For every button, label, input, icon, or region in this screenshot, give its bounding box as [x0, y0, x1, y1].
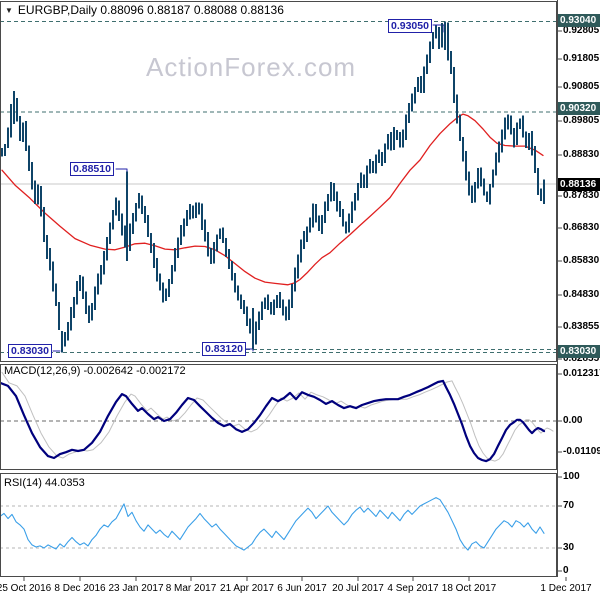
- date-axis-label: 4 Sep 2017: [387, 583, 439, 594]
- symbol-dropdown-icon[interactable]: ▼: [5, 6, 13, 15]
- price-annotation-flash-spike: 0.88510: [70, 162, 114, 176]
- macd-indicator-label: MACD(12,26,9) -0.002642 -0.002172: [4, 365, 186, 377]
- rsi-indicator-label: RSI(14) 44.0353: [4, 477, 85, 489]
- rsi-axis-tick: 70: [563, 500, 575, 511]
- price-axis-tick: 0.89805: [563, 115, 600, 126]
- symbol-ohlc-text: EURGBP,Daily 0.88096 0.88187 0.88088 0.8…: [17, 3, 284, 17]
- price-axis-tick: 0.90805: [563, 81, 600, 92]
- date-axis-label: 25 Oct 2016: [0, 583, 52, 594]
- price-axis-tick: 0.83855: [563, 321, 600, 332]
- price-axis-tick: 0.87830: [563, 190, 600, 201]
- date-axis-label: 8 Dec 2016: [54, 583, 106, 594]
- macd-axis-tick: 0.00: [563, 415, 583, 426]
- level-price-badge: 0.93040: [558, 13, 600, 27]
- date-axis-label: 20 Jul 2017: [332, 583, 384, 594]
- price-annotation-dec-low: 0.83030: [8, 344, 52, 358]
- price-axis-tick: 0.86830: [563, 222, 600, 233]
- price-axis-tick: 0.88830: [563, 149, 600, 160]
- chart-header: ▼ EURGBP,Daily 0.88096 0.88187 0.88088 0.…: [5, 3, 284, 17]
- price-annotation-apr-low: 0.83120: [202, 342, 246, 356]
- price-axis-tick: 0.84830: [563, 289, 600, 300]
- rsi-axis-tick: 30: [563, 542, 575, 553]
- rsi-axis-tick: 0: [563, 565, 569, 576]
- price-axis-tick: 0.91805: [563, 53, 600, 64]
- level-price-badge: 0.90320: [558, 101, 600, 115]
- watermark: ActionForex.com: [146, 52, 357, 82]
- price-axis-tick: 0.92805: [563, 25, 600, 36]
- price-axis-tick: 0.82855: [563, 353, 600, 364]
- date-axis-label: 23 Jan 2017: [108, 583, 164, 594]
- current-price-badge: 0.88136: [558, 177, 600, 191]
- rsi-axis-tick: 100: [563, 471, 580, 482]
- price-axis-tick: 0.85830: [563, 255, 600, 266]
- date-axis-label: 18 Oct 2017: [441, 583, 497, 594]
- date-axis-label: 6 Jun 2017: [277, 583, 327, 594]
- level-price-badge: 0.83030: [558, 344, 600, 358]
- date-axis-label: 1 Dec 2017: [540, 583, 592, 594]
- date-axis-label: 21 Apr 2017: [220, 583, 274, 594]
- price-annotation-peak: 0.93050: [388, 19, 432, 33]
- date-axis-label: 8 Mar 2017: [165, 583, 217, 594]
- macd-axis-tick: 0.012317: [563, 368, 600, 379]
- macd-axis-tick: -0.01109: [563, 446, 600, 457]
